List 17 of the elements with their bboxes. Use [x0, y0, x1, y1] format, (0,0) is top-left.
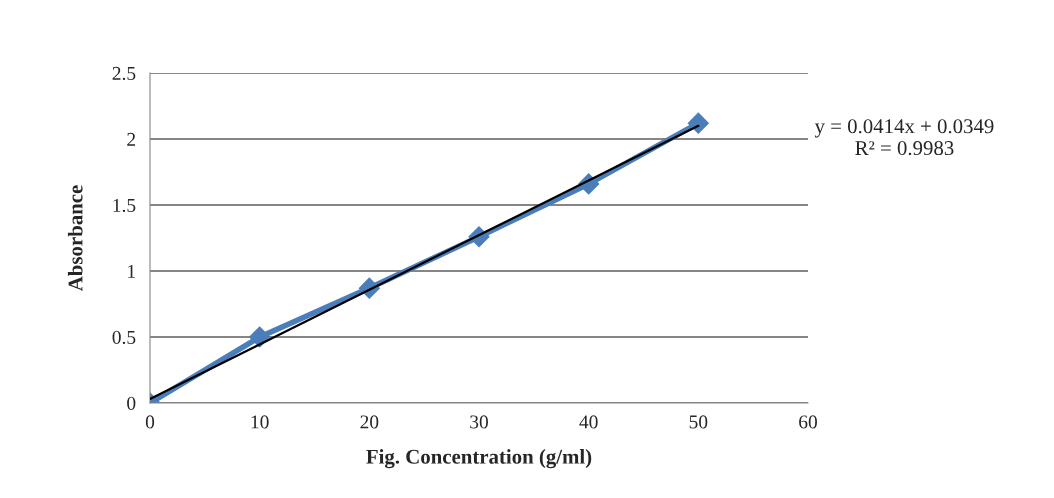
x-tick-label: 50 [689, 415, 708, 429]
x-tick-label: 0 [145, 415, 155, 429]
x-tick-label: 40 [579, 415, 598, 429]
y-tick-label: 2.5 [112, 66, 136, 81]
y-tick-label: 1 [128, 264, 135, 278]
x-tick-label: 10 [251, 415, 269, 429]
x-tick-label: 20 [360, 415, 379, 429]
y-tick-label: 0.5 [112, 330, 136, 345]
y-tick-label: 2 [127, 132, 136, 146]
y-tick-label: 1.5 [113, 198, 136, 213]
x-axis-title: Fig. Concentration (g/ml) [366, 449, 592, 469]
y-tick-label: 0 [127, 396, 136, 410]
x-tick-label: 30 [470, 415, 488, 429]
text: y = 0.0414x + 0.0349 R² = 0.9983 [814, 119, 994, 156]
y-axis-title: Absorbance [67, 185, 83, 292]
x-tick-label: 60 [799, 415, 817, 429]
point [687, 112, 710, 134]
